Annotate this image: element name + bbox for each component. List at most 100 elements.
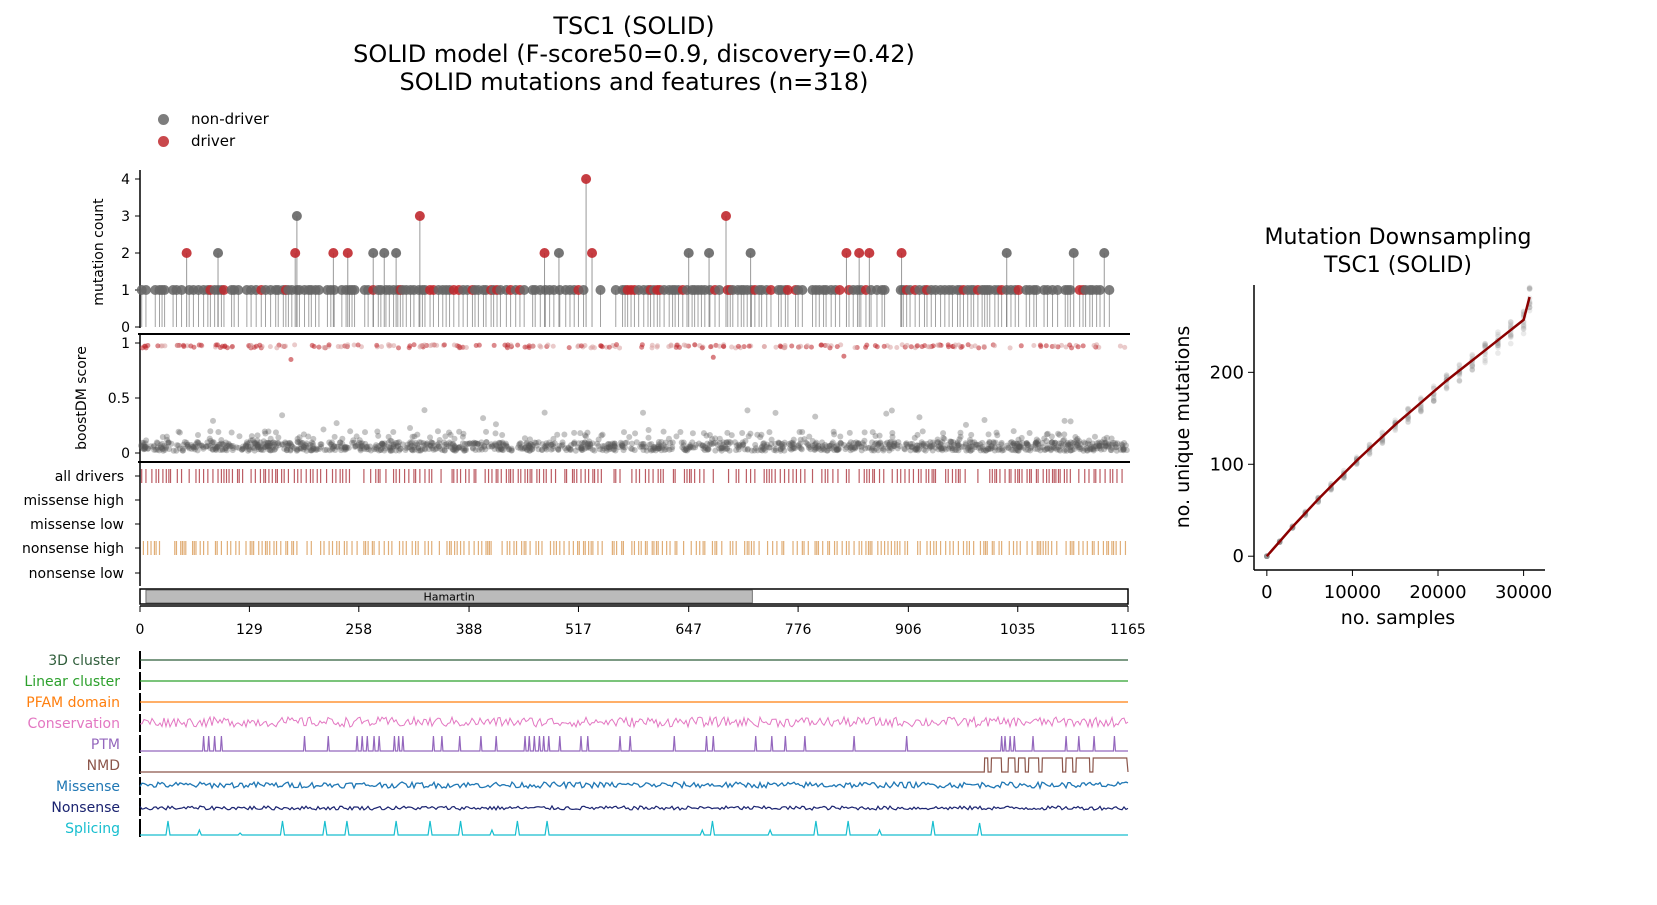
non-driver-score-point [210,417,217,424]
track-label: missense high [24,493,124,509]
driver-score-point [1018,343,1024,349]
non-driver-score-point [451,447,458,454]
driver-point [782,285,793,295]
driver-score-point [936,343,942,349]
non-driver-score-point [141,445,148,452]
driver-score-point [721,344,727,350]
non-driver-point [233,285,244,295]
non-driver-score-point [1048,433,1055,440]
x-tick-label: 1035 [1000,622,1036,638]
non-driver-score-point [1080,447,1087,454]
non-driver-score-point [526,447,533,454]
non-driver-score-point [842,446,849,453]
non-driver-score-point [647,445,654,452]
non-driver-score-point [140,440,147,447]
non-driver-score-point [781,441,788,448]
non-driver-score-point [164,436,171,443]
non-driver-score-point [971,439,978,446]
non-driver-score-point [786,440,793,447]
non-driver-score-point [220,441,227,448]
non-driver-score-point [517,445,524,452]
non-driver-score-point [1073,441,1080,448]
non-driver-score-point [219,446,226,453]
non-driver-score-point [529,443,536,450]
non-driver-score-point [140,446,147,453]
driver-score-point [550,343,556,349]
non-driver-score-point [1013,447,1020,454]
non-driver-score-point [422,446,429,453]
non-driver-score-point [161,442,168,449]
non-driver-score-point [326,439,333,446]
non-driver-score-point [1061,436,1068,443]
non-driver-score-point [453,445,460,452]
non-driver-score-point [947,438,954,445]
non-driver-score-point [655,445,662,452]
non-driver-score-point [386,444,393,451]
non-driver-score-point [1091,433,1098,440]
non-driver-score-point [662,439,669,446]
lollipop-y-tick-label: 1 [121,283,130,299]
non-driver-score-point [206,435,213,442]
non-driver-score-point [1103,443,1110,450]
non-driver-score-point [684,447,691,454]
non-driver-score-point [834,447,841,454]
non-driver-score-point [313,445,320,452]
driver-score-point [976,345,982,351]
non-driver-score-point [665,435,672,442]
non-driver-score-point [1112,444,1119,451]
non-driver-score-point [772,440,779,447]
non-driver-score-point [953,447,960,454]
non-driver-score-point [275,434,282,441]
non-driver-score-point [601,443,608,450]
non-driver-score-point [1108,435,1115,442]
non-driver-score-point [918,439,925,446]
non-driver-score-point [935,443,942,450]
non-driver-point [714,285,725,295]
non-driver-score-point [1059,442,1066,449]
driver-point [765,285,776,295]
non-driver-score-point [599,447,606,454]
non-driver-score-point [772,447,779,454]
non-driver-score-point [222,445,229,452]
non-driver-score-point [856,443,863,450]
non-driver-score-point [1090,446,1097,453]
driver-point [854,248,865,258]
non-driver-score-point [443,443,450,450]
non-driver-score-point [321,447,328,454]
non-driver-score-point [932,444,939,451]
driver-score-point [945,342,951,348]
non-driver-score-point [938,444,945,451]
non-driver-score-point [286,439,293,446]
non-driver-score-point [718,447,725,454]
non-driver-score-point [948,438,955,445]
non-driver-score-point [768,441,775,448]
non-driver-score-point [667,439,674,446]
non-driver-score-point [858,447,865,454]
non-driver-score-point [472,440,479,447]
non-driver-score-point [747,430,754,437]
non-driver-score-point [571,429,578,436]
non-driver-score-point [548,446,555,453]
non-driver-score-point [257,446,264,453]
non-driver-score-point [455,444,462,451]
non-driver-score-point [392,439,399,446]
non-driver-score-point [506,446,513,453]
non-driver-score-point [447,431,454,438]
non-driver-score-point [397,445,404,452]
non-driver-score-point [666,446,673,453]
non-driver-score-point [915,446,922,453]
non-driver-score-point [1071,446,1078,453]
driver-score-point [188,343,194,349]
non-driver-score-point [578,443,585,450]
non-driver-score-point [812,413,819,420]
non-driver-score-point [143,437,150,444]
non-driver-score-point [985,440,992,447]
non-driver-score-point [655,445,662,452]
driver-score-point [599,344,605,350]
feature-label: NMD [87,758,120,774]
non-driver-score-point [680,439,687,446]
non-driver-score-point [689,439,696,446]
non-driver-score-point [991,447,998,454]
non-driver-score-point [275,442,282,449]
